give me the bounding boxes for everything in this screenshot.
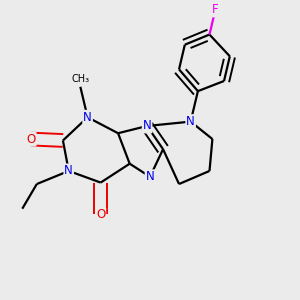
Text: N: N bbox=[186, 115, 195, 128]
Text: F: F bbox=[212, 3, 219, 16]
Text: N: N bbox=[83, 111, 92, 124]
Text: N: N bbox=[146, 170, 154, 183]
Text: N: N bbox=[143, 119, 152, 133]
Text: O: O bbox=[96, 208, 105, 221]
Text: N: N bbox=[64, 164, 73, 178]
Text: O: O bbox=[26, 133, 36, 146]
Text: CH₃: CH₃ bbox=[71, 74, 89, 84]
